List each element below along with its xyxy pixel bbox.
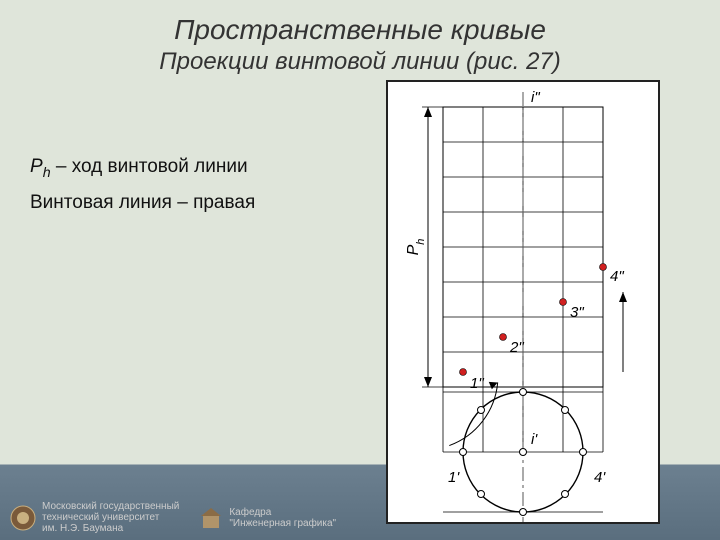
slide-title: Пространственные кривые Проекции винтово… <box>0 12 720 77</box>
svg-text:1": 1" <box>470 375 484 392</box>
building-icon <box>199 506 223 530</box>
body-line-1: Ph – ход винтовой линии <box>30 150 255 186</box>
svg-text:Ph: Ph <box>405 239 427 256</box>
body-text: Ph – ход винтовой линии Винтовая линия –… <box>30 150 255 221</box>
svg-text:i': i' <box>531 431 538 448</box>
footer-university: Московский государственный технический у… <box>10 501 179 534</box>
footer-department: Кафедра "Инженерная графика" <box>199 506 336 530</box>
figure-panel: Ph i" 1" 2" 3" 4" i' 1' 2' 3' 4' <box>386 80 660 524</box>
title-line-2: Проекции винтовой линии (рис. 27) <box>0 47 720 77</box>
svg-text:2": 2" <box>509 339 524 356</box>
helix-diagram: Ph i" 1" 2" 3" 4" i' 1' 2' 3' 4' <box>388 82 658 522</box>
svg-text:4": 4" <box>610 268 624 285</box>
body-line-2: Винтовая линия – правая <box>30 186 255 220</box>
footer: Московский государственный технический у… <box>10 501 336 534</box>
svg-text:i": i" <box>531 89 540 106</box>
svg-text:4': 4' <box>594 469 606 486</box>
svg-text:2': 2' <box>487 519 500 522</box>
crest-icon <box>10 505 36 531</box>
svg-text:1': 1' <box>448 469 460 486</box>
svg-text:3": 3" <box>570 304 584 321</box>
svg-text:3': 3' <box>548 519 560 522</box>
title-line-1: Пространственные кривые <box>174 14 546 45</box>
